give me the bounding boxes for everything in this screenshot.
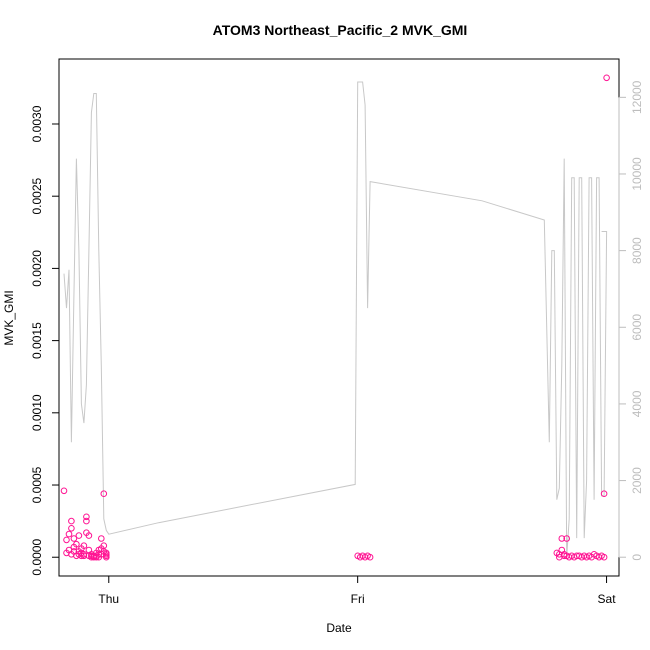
data-point — [68, 517, 75, 525]
secondary-y-axis: 0 2000 4000 6000 8000 10000 12000 — [618, 80, 644, 561]
data-point — [68, 525, 75, 532]
data-point — [63, 536, 70, 544]
data-point — [366, 553, 374, 561]
plot-frame — [58, 58, 620, 577]
y2-tick-label: 0 — [630, 554, 644, 561]
data-point — [95, 551, 103, 558]
y-tick-label: 0.0030 — [30, 105, 44, 142]
x-tick-label: Fri — [351, 592, 365, 606]
y-tick-label: 0.0000 — [30, 539, 44, 576]
data-point — [103, 549, 110, 557]
y-tick-label: 0.0025 — [30, 178, 44, 215]
x-axis: Thu Fri Sat — [98, 575, 617, 606]
y2-tick-label: 6000 — [630, 314, 644, 341]
chart-title: ATOM3 Northeast_Pacific_2 MVK_GMI — [213, 22, 468, 38]
data-point — [70, 535, 78, 542]
y2-tick-label: 4000 — [630, 390, 644, 417]
data-point — [103, 553, 110, 561]
data-point — [600, 553, 608, 561]
data-point — [100, 490, 108, 498]
x-axis-label: Date — [326, 621, 352, 635]
data-point — [558, 535, 566, 542]
data-point — [83, 517, 90, 525]
data-point — [60, 487, 68, 495]
data-point — [80, 542, 88, 550]
data-point — [563, 535, 571, 542]
data-point — [83, 513, 90, 521]
y-axis-label: MVK_GMI — [2, 290, 16, 345]
data-point — [85, 532, 93, 539]
secondary-line-layer — [63, 81, 608, 558]
data-point — [65, 530, 73, 538]
points-layer — [60, 74, 610, 561]
secondary-series-line-0 — [63, 81, 608, 558]
x-tick-label: Thu — [98, 592, 119, 606]
data-point — [600, 490, 608, 498]
y-tick-label: 0.0020 — [30, 250, 44, 287]
y-axis: 0.0000 0.0005 0.0010 0.0015 0.0020 0.0025 0.00… — [30, 105, 60, 576]
y2-tick-label: 12000 — [630, 80, 644, 114]
data-point — [75, 532, 83, 539]
x-tick-label: Sat — [598, 592, 617, 606]
data-point — [98, 535, 105, 542]
y-tick-label: 0.0015 — [30, 322, 44, 359]
y2-tick-label: 8000 — [630, 237, 644, 264]
y2-tick-label: 10000 — [630, 157, 644, 191]
y2-tick-label: 2000 — [630, 467, 644, 494]
data-point — [603, 74, 610, 82]
y-tick-label: 0.0010 — [30, 394, 44, 431]
y-tick-label: 0.0005 — [30, 466, 44, 503]
data-point — [73, 540, 80, 548]
